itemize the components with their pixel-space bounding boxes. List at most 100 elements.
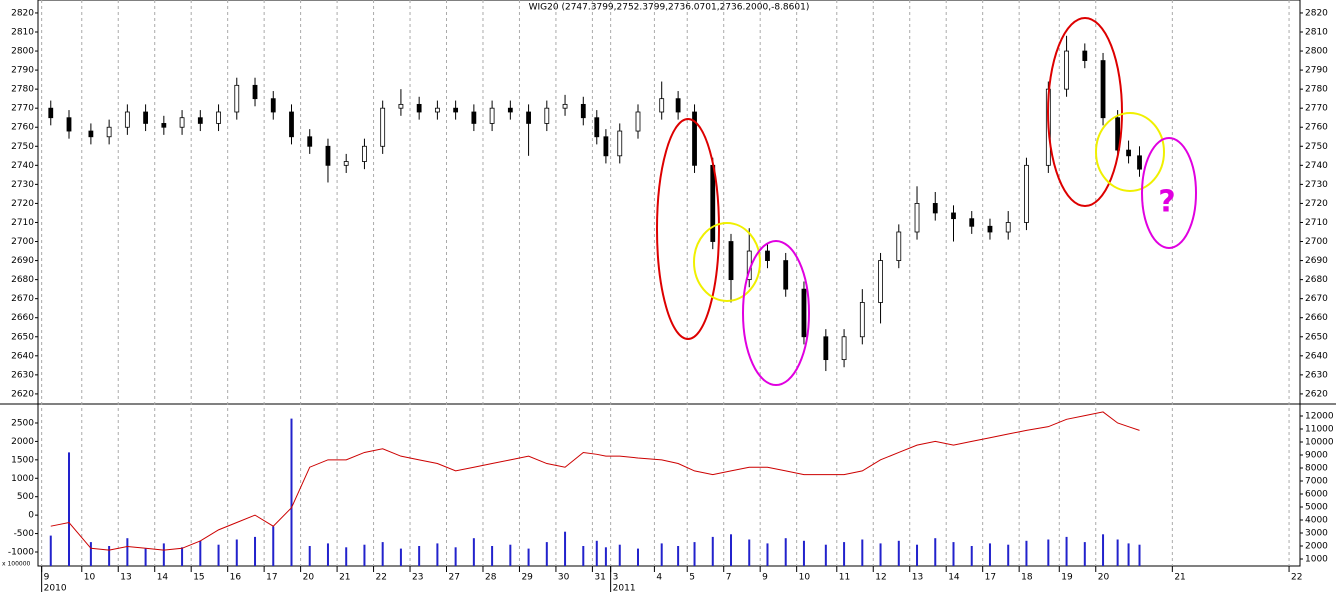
x-tick-label: 21 — [1174, 573, 1185, 583]
x-tick-label: 9 — [762, 573, 768, 583]
x-tick-label: 15 — [193, 573, 204, 583]
y2-tick-label: 4000 — [1305, 515, 1328, 525]
candle-body — [801, 288, 807, 338]
y-tick-label: 2780 — [11, 85, 34, 95]
y-tick-label: 2650 — [11, 332, 34, 342]
candle-body — [489, 107, 495, 124]
volume-bar — [1025, 540, 1028, 566]
candle-body — [659, 98, 665, 113]
y-tick-label: 2630 — [11, 370, 34, 380]
x-tick-label: 18 — [1021, 573, 1033, 583]
volume-bar — [861, 539, 864, 566]
x-tick-label: 10 — [84, 573, 96, 583]
y2-tick-label: 10000 — [1305, 437, 1334, 447]
y-tick-label: 2760 — [11, 123, 34, 133]
y-tick-label: 2810 — [11, 28, 34, 38]
candle-body — [635, 111, 641, 132]
x-tick-label: 14 — [157, 573, 169, 583]
candle-body — [1115, 117, 1121, 151]
candle-body — [66, 117, 72, 132]
volume-bar — [711, 536, 714, 566]
volume-bar — [1047, 539, 1050, 566]
y-tick-label: 2720 — [1305, 199, 1328, 209]
candle-body — [343, 161, 349, 166]
volume-bar — [604, 547, 607, 566]
volume-bar — [1116, 539, 1119, 566]
volume-bar — [730, 534, 733, 566]
candle-body — [841, 336, 847, 361]
volume-bar — [1102, 534, 1105, 566]
candle-body — [823, 336, 829, 361]
candle-body — [692, 111, 697, 166]
x-tick-label: 9 — [44, 573, 50, 583]
candle-body — [325, 145, 331, 166]
annotation-text: ? — [1158, 185, 1175, 220]
candle-body — [453, 107, 459, 113]
volume-bar — [454, 547, 457, 566]
annotation-ellipse — [1095, 112, 1165, 192]
volume-bar — [326, 543, 329, 566]
candle-body — [878, 260, 883, 303]
candle-body — [1024, 164, 1029, 223]
volume-bar — [217, 544, 220, 566]
x-tick-label: 30 — [558, 573, 570, 583]
candle-body — [675, 98, 681, 113]
candle-body — [969, 218, 975, 227]
candle-body — [124, 111, 130, 128]
candle-body — [434, 107, 440, 113]
candle-body — [1126, 149, 1131, 157]
y-tick-label: 2660 — [1305, 313, 1328, 323]
x-tick-label: 14 — [948, 573, 960, 583]
volume-bar — [1065, 536, 1068, 566]
candle-body — [932, 203, 938, 214]
y-tick-label: 2790 — [11, 66, 34, 76]
candle-body — [594, 117, 600, 138]
candle-body — [252, 84, 258, 100]
y-tick-label: 2660 — [11, 313, 34, 323]
volume-bar — [1127, 543, 1130, 566]
x-tick-label: 11 — [839, 573, 850, 583]
y-tick-label: 2680 — [1305, 275, 1328, 285]
y-tick-label: 2770 — [1305, 104, 1328, 114]
y-tick-label: 2670 — [1305, 294, 1328, 304]
candle-body — [544, 107, 550, 124]
candle-body — [728, 241, 734, 281]
y-tick-label: 1500 — [11, 455, 34, 465]
year-label: 2010 — [44, 584, 67, 592]
chart-title: WIG20 (2747.3799,2752.3799,2736.0701,273… — [529, 3, 810, 13]
volume-bar — [199, 540, 202, 566]
y-tick-label: 2720 — [11, 199, 34, 209]
x-tick-label: 22 — [376, 573, 387, 583]
annotation-ellipse — [1141, 137, 1197, 249]
x-tick-label: 5 — [689, 573, 695, 583]
y-tick-label: 2620 — [1305, 389, 1328, 399]
volume-bar — [89, 542, 92, 566]
y-tick-label: 2000 — [11, 437, 34, 447]
y-tick-label: 2640 — [1305, 351, 1328, 361]
volume-bar — [660, 543, 663, 566]
x-tick-label: 27 — [449, 573, 460, 583]
volume-bar — [618, 544, 621, 566]
volume-bar — [802, 540, 805, 566]
x-tick-label: 31 — [594, 573, 605, 583]
volume-bar — [235, 539, 238, 566]
volume-bar — [748, 539, 751, 566]
candle-body — [603, 136, 609, 157]
volume-bar — [582, 545, 585, 566]
candle-body — [471, 111, 477, 124]
volume-bar — [784, 538, 787, 566]
y-tick-label: 2680 — [11, 275, 34, 285]
candle-body — [48, 107, 54, 119]
volume-bar — [595, 540, 598, 566]
volume-bar — [934, 538, 937, 566]
volume-bar — [472, 538, 475, 566]
volume-bar — [363, 544, 366, 566]
candle-body — [783, 260, 789, 290]
x-tick-label: 17 — [266, 573, 277, 583]
volume-bar — [290, 418, 293, 566]
volume-bar — [108, 545, 111, 566]
volume-bar — [272, 526, 275, 566]
y-tick-label: 2630 — [1305, 370, 1328, 380]
y-tick-label: 2800 — [11, 47, 34, 57]
x-tick-label: 20 — [1098, 573, 1110, 583]
